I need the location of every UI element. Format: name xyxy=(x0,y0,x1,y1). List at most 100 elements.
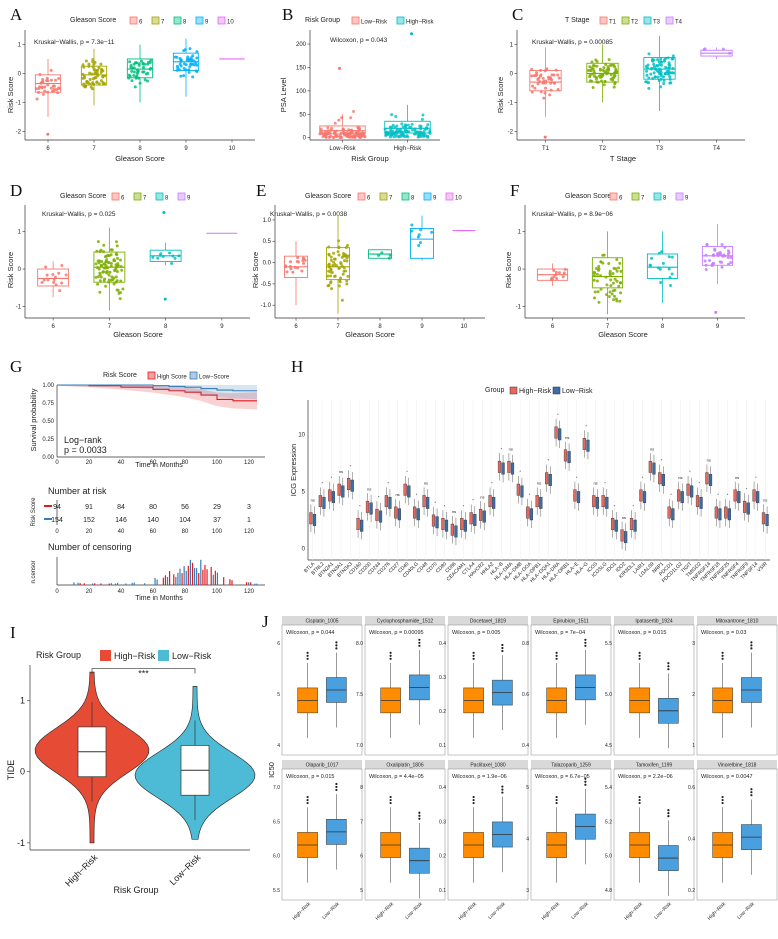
legend-label-0: 6 xyxy=(367,196,371,202)
A-point-1-48 xyxy=(84,59,88,63)
H-sig-24: ns xyxy=(537,481,541,486)
A-point-0-31 xyxy=(41,92,45,96)
G-censor-bar xyxy=(79,583,81,585)
F-outlier-3-0 xyxy=(714,310,718,314)
H-sig-41: * xyxy=(699,481,701,486)
H-box-15-1 xyxy=(454,525,458,538)
J-strip-8 xyxy=(448,760,528,769)
E-point-1-28 xyxy=(329,268,333,272)
C-point-0-39 xyxy=(532,74,536,78)
E-point-1-59 xyxy=(326,274,330,278)
A-point-3-41 xyxy=(178,62,182,66)
J-ytick-label-0-2: 6 xyxy=(277,641,280,647)
C-point-1-53 xyxy=(600,74,604,78)
C-point-1-12 xyxy=(606,65,610,69)
J-outlier-0-0-2 xyxy=(306,651,309,654)
H-sig-46: * xyxy=(746,486,748,491)
A-point-0-27 xyxy=(54,78,58,82)
B-point-1-98 xyxy=(419,124,423,128)
G-xtick-label-4: 80 xyxy=(182,460,189,466)
panel-d-letter: D xyxy=(10,181,22,200)
D-point-0-9 xyxy=(60,281,64,285)
panel-c-legend-title: T Stage xyxy=(565,17,589,24)
C-point-0-44 xyxy=(557,76,561,80)
A-point-3-24 xyxy=(188,47,192,51)
F-point-0-10 xyxy=(555,277,559,281)
G-censor-xtick-6: 120 xyxy=(244,589,255,595)
J-outlier-3-0-1 xyxy=(555,654,558,657)
legend-label-0: 6 xyxy=(619,196,623,202)
B-point-1-48 xyxy=(401,125,405,129)
A-point-2-35 xyxy=(128,60,132,64)
D-point-1-42 xyxy=(94,275,98,279)
H-box-3-1 xyxy=(341,485,345,498)
H-gene-label-48: VSIR xyxy=(756,561,769,574)
A-point-1-21 xyxy=(88,78,92,82)
C-point-1-26 xyxy=(613,80,617,84)
legend-label-1: 7 xyxy=(389,196,393,202)
D-point-0-13 xyxy=(52,278,56,282)
E-point-1-5 xyxy=(329,255,333,259)
D-point-0-14 xyxy=(44,265,48,269)
F-point-0-5 xyxy=(561,275,565,279)
legend-key-1 xyxy=(189,371,198,380)
H-sig-23: * xyxy=(529,492,531,497)
C-point-2-24 xyxy=(660,63,664,67)
J-ytick-label-4-1: 5.0 xyxy=(605,692,612,698)
H-box-45-1 xyxy=(737,491,741,504)
H-box-44-1 xyxy=(727,508,731,521)
J-outlier-7-1-0 xyxy=(418,817,421,820)
C-point-0-5 xyxy=(541,76,545,80)
J-frame-8 xyxy=(447,768,529,901)
A-point-2-36 xyxy=(137,62,141,66)
D-point-1-41 xyxy=(112,276,116,280)
C-point-0-22 xyxy=(530,67,534,71)
J-ytick-label-11-0: 0.2 xyxy=(688,888,695,894)
H-box-37-0 xyxy=(658,472,662,485)
D-ytick-label-2: 1 xyxy=(18,229,22,235)
C-point-2-47 xyxy=(645,80,649,84)
A-ytick-label-2: 0 xyxy=(18,71,22,77)
A-point-3-38 xyxy=(194,69,198,73)
J-drug-name-1: Cyclophosphamide_1512 xyxy=(377,619,434,625)
legend-key-3 xyxy=(665,16,674,25)
F-point-1-8 xyxy=(593,296,597,300)
J-frame-9 xyxy=(530,768,612,901)
B-point-0-99 xyxy=(338,134,342,138)
C-point-2-46 xyxy=(664,65,668,69)
H-box-18-1 xyxy=(482,510,486,523)
A-point-0-34 xyxy=(52,89,56,93)
H-box-27-0 xyxy=(563,449,568,462)
G-censor-xtick-4: 80 xyxy=(182,589,189,595)
J-frame-6 xyxy=(281,768,363,901)
G-censor-bar xyxy=(110,583,112,585)
C-point-1-51 xyxy=(595,64,599,68)
G-xtick-label-5: 100 xyxy=(212,460,223,466)
H-box-45-0 xyxy=(733,489,737,502)
H-box-17-0 xyxy=(469,512,473,525)
D-point-1-19 xyxy=(97,267,101,271)
H-box-5-0 xyxy=(356,518,360,530)
C-point-2-59 xyxy=(655,63,659,67)
J-drug-name-8: Paclitaxel_1080 xyxy=(470,763,506,769)
J-outlier-7-0-1 xyxy=(389,798,392,802)
C-point-0-38 xyxy=(535,73,539,77)
D-point-2-0 xyxy=(177,254,181,258)
B-point-0-91 xyxy=(357,126,361,130)
H-sig-20: * xyxy=(501,446,503,451)
H-box-32-1 xyxy=(614,519,618,532)
legend-key-1 xyxy=(396,16,405,25)
C-point-2-49 xyxy=(663,72,667,76)
H-box-38-1 xyxy=(671,508,675,521)
C-point-2-31 xyxy=(660,60,664,64)
J-stat-4: Wilcoxon, p = 0.015 xyxy=(618,630,666,636)
G-risk-low-1: 152 xyxy=(83,517,95,524)
E-point-1-35 xyxy=(337,284,341,288)
C-point-2-19 xyxy=(649,72,653,76)
B-box-1 xyxy=(384,120,431,134)
C-point-1-69 xyxy=(609,77,613,81)
G-risk-high-5: 29 xyxy=(213,504,221,511)
F-point-0-3 xyxy=(552,268,556,272)
F-point-1-12 xyxy=(608,290,612,294)
C-point-2-78 xyxy=(668,71,672,75)
